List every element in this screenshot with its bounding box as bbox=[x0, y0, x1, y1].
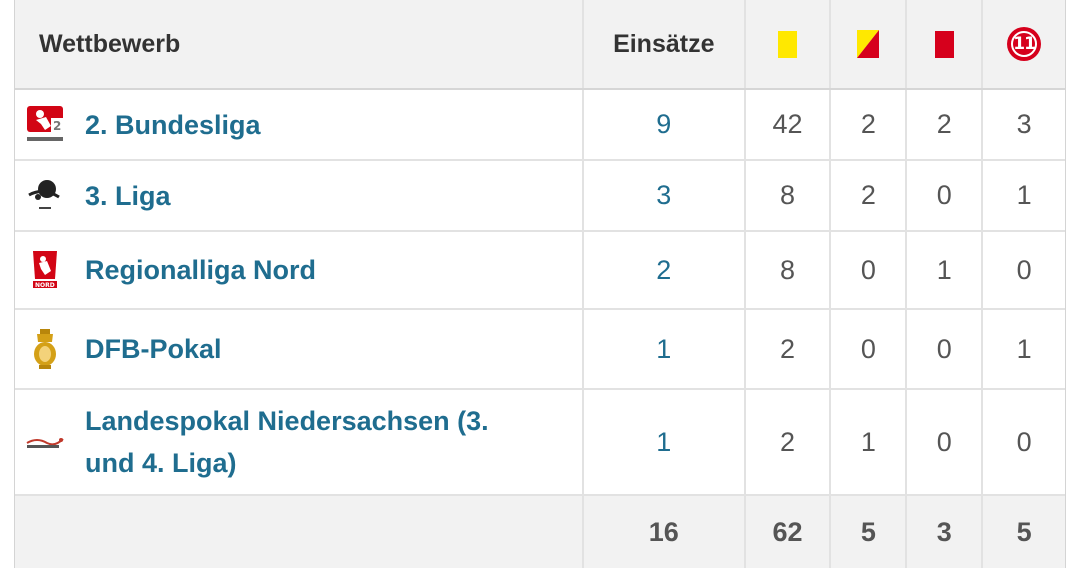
penalty-cell: 3 bbox=[981, 90, 1065, 159]
total-appearances: 16 bbox=[648, 516, 679, 547]
yellow-cell: 8 bbox=[743, 161, 830, 230]
table-row: DFB-Pokal 1 2 0 0 1 bbox=[15, 310, 1065, 390]
yellow-value: 2 bbox=[780, 426, 796, 457]
yellow-red-card-icon bbox=[857, 30, 880, 58]
red-cell: 0 bbox=[905, 390, 981, 494]
competition-cell: NORD Regionalliga Nord bbox=[15, 232, 582, 308]
red-cell: 2 bbox=[905, 90, 981, 159]
yellow-value: 8 bbox=[780, 180, 796, 210]
red-value: 0 bbox=[936, 426, 952, 457]
landespokal-logo bbox=[25, 421, 65, 463]
header-yellow-red[interactable] bbox=[829, 0, 905, 88]
header-yellow[interactable] bbox=[743, 0, 830, 88]
red-value: 1 bbox=[936, 254, 952, 285]
appearances-link[interactable]: 2 bbox=[656, 254, 672, 285]
table-row: 2 2. Bundesliga 9 42 2 2 3 bbox=[15, 90, 1065, 161]
total-appearances-cell: 16 bbox=[581, 496, 744, 568]
appearances-cell: 9 bbox=[581, 90, 744, 159]
competition-link[interactable]: Landespokal Niedersachsen (3. und 4. Lig… bbox=[85, 406, 489, 478]
yellow-red-value: 0 bbox=[860, 333, 876, 364]
totals-label-cell bbox=[15, 496, 582, 568]
competition-cell: Landespokal Niedersachsen (3. und 4. Lig… bbox=[15, 390, 582, 494]
appearances-link[interactable]: 1 bbox=[656, 333, 672, 364]
header-penalty[interactable]: 11 bbox=[981, 0, 1065, 88]
yellow-red-cell: 0 bbox=[829, 310, 905, 388]
header-appearances-label: Einsätze bbox=[613, 29, 715, 58]
competition-link[interactable]: 2. Bundesliga bbox=[85, 109, 261, 140]
table-header: Wettbewerb Einsätze 11 bbox=[15, 0, 1065, 90]
yellow-red-value: 2 bbox=[860, 109, 876, 139]
svg-text:2: 2 bbox=[53, 119, 61, 133]
penalty-cell: 0 bbox=[981, 390, 1065, 494]
appearances-cell: 3 bbox=[581, 161, 744, 230]
header-competition-label: Wettbewerb bbox=[39, 29, 181, 58]
appearances-link[interactable]: 3 bbox=[656, 180, 672, 210]
yellow-red-cell: 0 bbox=[829, 232, 905, 308]
red-cell: 0 bbox=[905, 310, 981, 388]
total-yellow-cell: 62 bbox=[743, 496, 830, 568]
total-yellow-red-cell: 5 bbox=[829, 496, 905, 568]
yellow-red-cell: 2 bbox=[829, 161, 905, 230]
referee-stats-table: Wettbewerb Einsätze 11 bbox=[14, 0, 1066, 568]
header-appearances[interactable]: Einsätze bbox=[581, 0, 744, 88]
competition-cell: DFB-Pokal bbox=[15, 310, 582, 388]
yellow-value: 8 bbox=[780, 254, 796, 285]
penalty-value: 1 bbox=[1016, 180, 1032, 210]
svg-text:NORD: NORD bbox=[35, 282, 55, 289]
yellow-value: 2 bbox=[780, 333, 796, 364]
regionalliga-nord-logo: NORD bbox=[25, 249, 65, 291]
dfb-pokal-logo bbox=[25, 328, 65, 370]
header-red[interactable] bbox=[905, 0, 981, 88]
penalty-icon-glyph: 11 bbox=[1011, 31, 1038, 57]
table-row: NORD Regionalliga Nord 2 8 0 1 0 bbox=[15, 232, 1065, 310]
header-competition[interactable]: Wettbewerb bbox=[15, 0, 582, 88]
yellow-cell: 2 bbox=[743, 390, 830, 494]
dritte-liga-logo bbox=[25, 175, 65, 217]
total-penalties: 5 bbox=[1016, 516, 1032, 547]
appearances-link[interactable]: 1 bbox=[656, 426, 672, 457]
appearances-link[interactable]: 9 bbox=[656, 109, 672, 139]
totals-row: 16 62 5 3 5 bbox=[15, 496, 1065, 568]
yellow-cell: 42 bbox=[743, 90, 830, 159]
yellow-red-value: 1 bbox=[860, 426, 876, 457]
total-red-cell: 3 bbox=[905, 496, 981, 568]
total-yellow-red: 5 bbox=[860, 516, 876, 547]
competition-link[interactable]: Regionalliga Nord bbox=[85, 255, 317, 285]
yellow-red-value: 2 bbox=[860, 180, 876, 210]
yellow-cell: 2 bbox=[743, 310, 830, 388]
total-yellow: 62 bbox=[772, 516, 803, 547]
red-cell: 1 bbox=[905, 232, 981, 308]
yellow-red-cell: 2 bbox=[829, 90, 905, 159]
competition-cell: 2 2. Bundesliga bbox=[15, 90, 582, 159]
total-red: 3 bbox=[936, 516, 952, 547]
red-value: 2 bbox=[936, 109, 952, 139]
table-row: Landespokal Niedersachsen (3. und 4. Lig… bbox=[15, 390, 1065, 496]
appearances-cell: 2 bbox=[581, 232, 744, 308]
penalty-value: 0 bbox=[1016, 254, 1032, 285]
penalty-cell: 1 bbox=[981, 161, 1065, 230]
red-card-icon bbox=[934, 30, 954, 58]
total-penalty-cell: 5 bbox=[981, 496, 1065, 568]
penalty-value: 1 bbox=[1016, 333, 1032, 364]
appearances-cell: 1 bbox=[581, 390, 744, 494]
yellow-red-value: 0 bbox=[860, 254, 876, 285]
yellow-cell: 8 bbox=[743, 232, 830, 308]
penalty-value: 0 bbox=[1016, 426, 1032, 457]
red-value: 0 bbox=[936, 333, 952, 364]
competition-cell: 3. Liga bbox=[15, 161, 582, 230]
appearances-cell: 1 bbox=[581, 310, 744, 388]
bundesliga2-logo: 2 bbox=[25, 104, 65, 146]
competition-link[interactable]: 3. Liga bbox=[85, 180, 171, 211]
penalty-value: 3 bbox=[1016, 109, 1032, 139]
yellow-card-icon bbox=[778, 30, 798, 58]
yellow-value: 42 bbox=[772, 109, 803, 139]
competition-link[interactable]: DFB-Pokal bbox=[85, 334, 222, 364]
penalty-cell: 0 bbox=[981, 232, 1065, 308]
penalty-cell: 1 bbox=[981, 310, 1065, 388]
table-row: 3. Liga 3 8 2 0 1 bbox=[15, 161, 1065, 232]
yellow-red-cell: 1 bbox=[829, 390, 905, 494]
red-value: 0 bbox=[936, 180, 952, 210]
penalty-icon: 11 bbox=[1007, 27, 1042, 61]
red-cell: 0 bbox=[905, 161, 981, 230]
